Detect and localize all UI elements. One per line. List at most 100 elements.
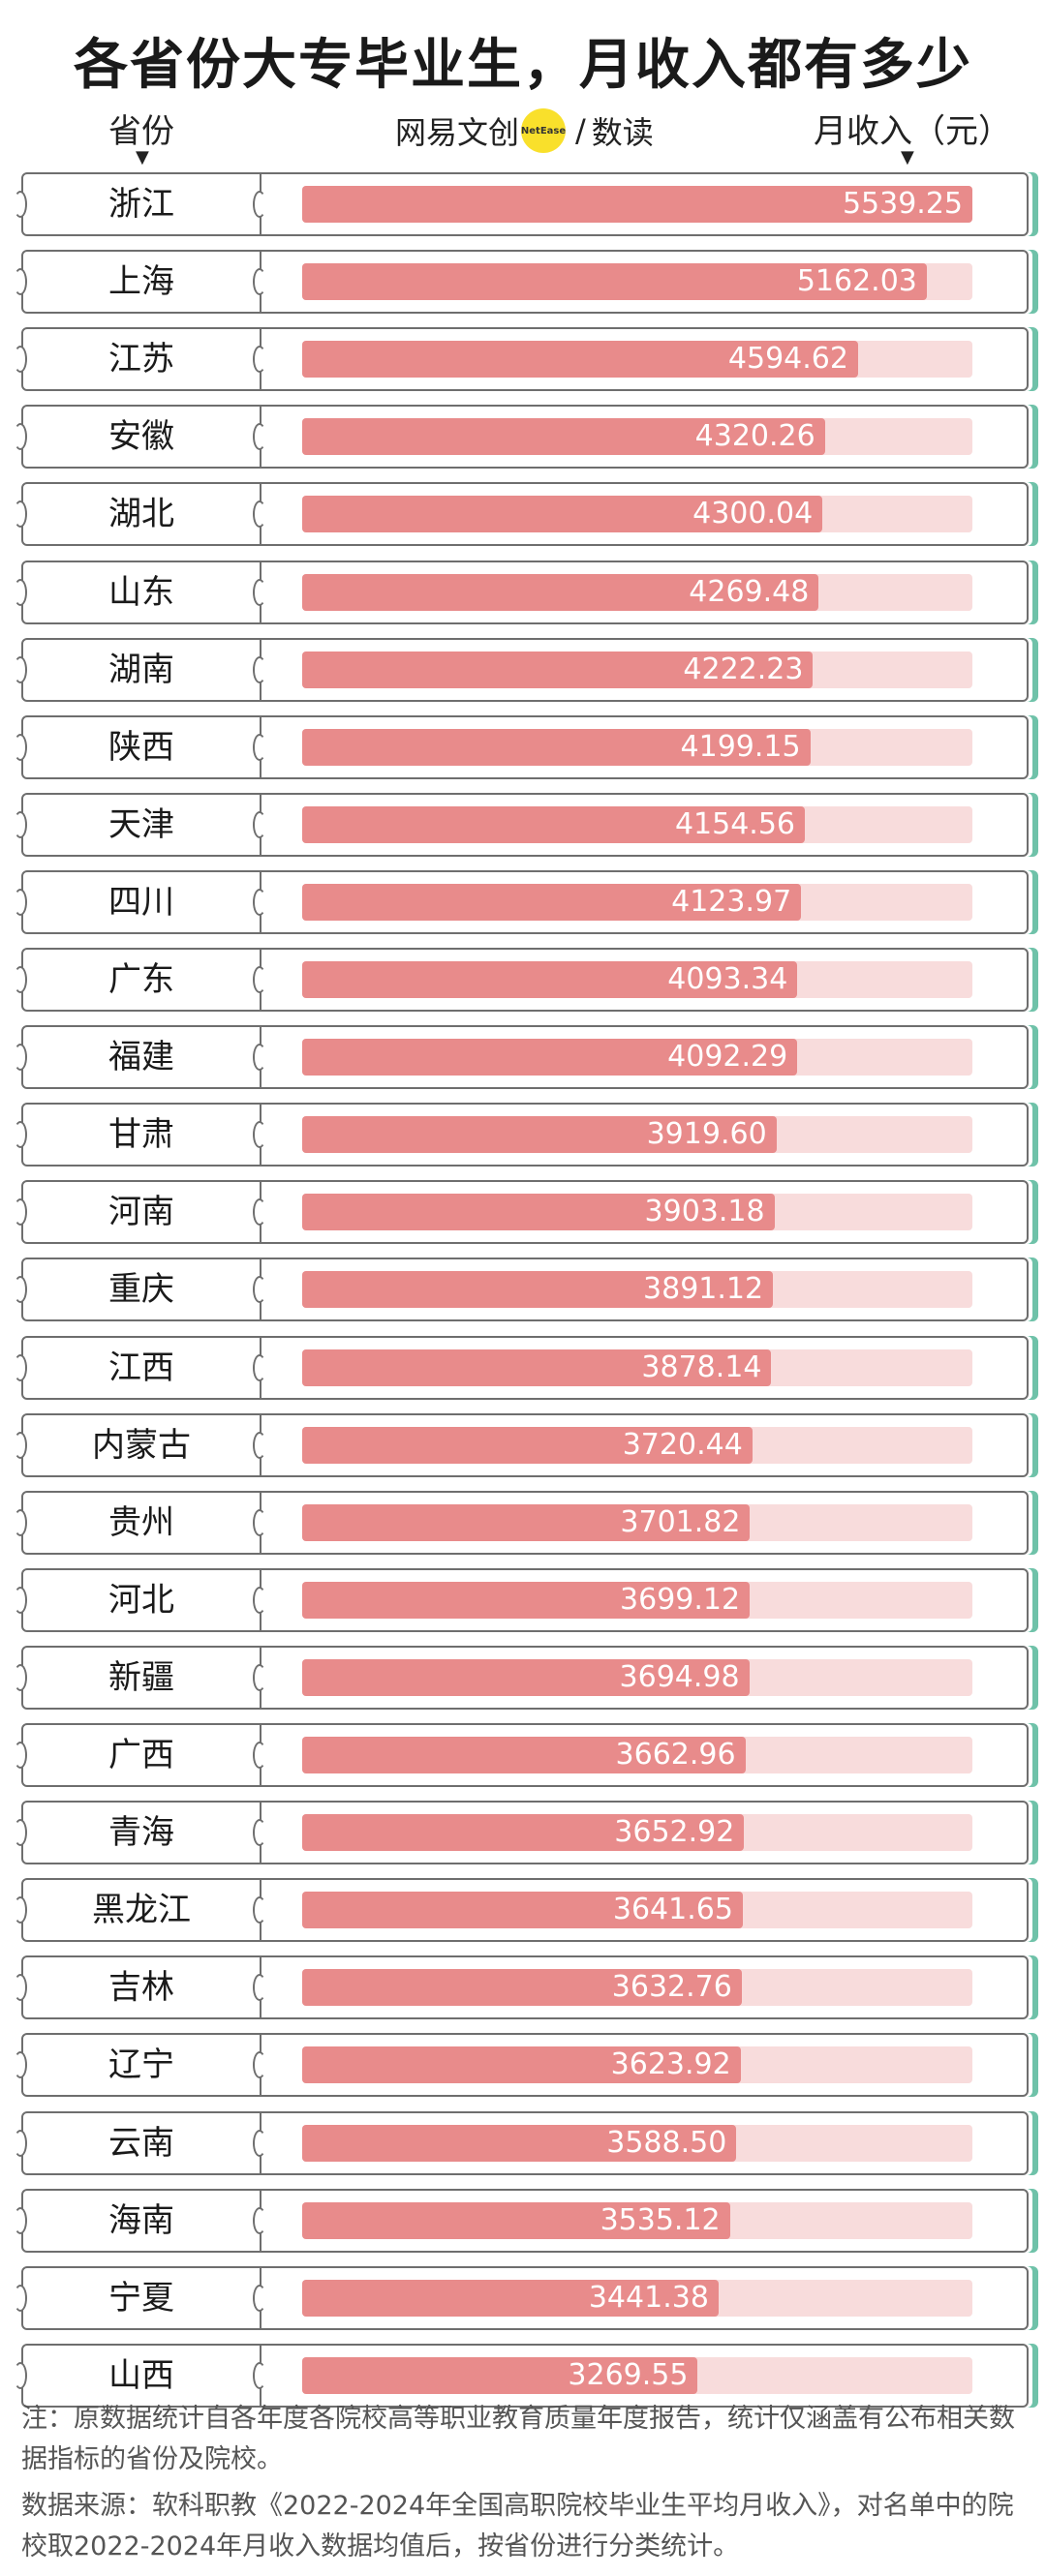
province-label: 青海: [108, 1813, 174, 1853]
ticket-notch-right: [253, 346, 266, 374]
value-label: 4222.23: [683, 652, 804, 686]
province-label: 贵州: [108, 1502, 174, 1542]
bar-row: 贵州 3701.82: [0, 1485, 1046, 1562]
province-label: 江苏: [108, 340, 174, 379]
ticket-notch-right: [253, 1276, 266, 1304]
ticket-notch-right: [253, 2129, 266, 2157]
value-label: 3694.98: [619, 1659, 740, 1694]
bar: [302, 263, 927, 301]
ticket-notch-right: [253, 1974, 266, 2002]
bar-row: 青海 3652.92: [0, 1795, 1046, 1872]
ticket-notch-right: [253, 1586, 266, 1614]
bar: [302, 1194, 775, 1231]
bar-row: 天津 4154.56: [0, 787, 1046, 864]
ticket-notch-left: [14, 1044, 27, 1072]
province-label: 内蒙古: [92, 1425, 191, 1465]
ticket-notch-left: [14, 966, 27, 993]
province-label: 河北: [108, 1580, 174, 1620]
bar: [302, 1039, 798, 1076]
ticket-notch-left: [14, 1663, 27, 1691]
ticket-notch-right: [253, 578, 266, 606]
bar-row: 湖南 4222.23: [0, 632, 1046, 710]
bar-row: 广西 3662.96: [0, 1717, 1046, 1795]
province-label: 宁夏: [108, 2278, 174, 2318]
bar: [302, 961, 798, 998]
ticket-notch-left: [14, 2051, 27, 2079]
province-label: 吉林: [108, 1968, 174, 2008]
value-label: 3891.12: [643, 1272, 764, 1307]
ticket-notch-right: [253, 423, 266, 451]
bar-row: 广东 4093.34: [0, 942, 1046, 1019]
bar-row: 吉林 3632.76: [0, 1950, 1046, 2027]
bar-row: 海南 3535.12: [0, 2183, 1046, 2260]
bar: [302, 1658, 750, 1696]
ticket-notch-left: [14, 2129, 27, 2157]
ticket-notch-left: [14, 888, 27, 916]
value-label: 4154.56: [674, 806, 795, 841]
chart-title: 各省份大专毕业生，月收入都有多少: [74, 34, 972, 97]
bar: [302, 1426, 753, 1464]
ticket-notch-right: [253, 191, 266, 218]
value-label: 4594.62: [727, 342, 848, 377]
province-label: 四川: [108, 882, 174, 922]
ticket-notch-left: [14, 2206, 27, 2234]
bar-row: 江西 3878.14: [0, 1330, 1046, 1408]
province-label: 辽宁: [108, 2046, 174, 2085]
bar-row: 云南 3588.50: [0, 2106, 1046, 2183]
ticket-notch-left: [14, 268, 27, 296]
ticket-notch-right: [253, 1896, 266, 1924]
bar-row: 重庆 3891.12: [0, 1252, 1046, 1329]
ticket-notch-left: [14, 1431, 27, 1459]
province-label: 云南: [108, 2123, 174, 2163]
ticket-notch-right: [253, 1121, 266, 1149]
bar-row: 山东 4269.48: [0, 555, 1046, 632]
value-label: 3699.12: [620, 1582, 741, 1617]
ticket-notch-left: [14, 1819, 27, 1847]
brand-logo: 网易文创 NetEase / 数读: [395, 106, 654, 155]
netease-dot-icon: NetEase: [521, 108, 566, 153]
bar-row: 河北 3699.12: [0, 1562, 1046, 1640]
value-label: 3919.60: [646, 1117, 767, 1152]
arrow-down-icon: ▼: [136, 147, 149, 167]
value-label: 4300.04: [692, 497, 814, 531]
ticket-notch-right: [253, 810, 266, 838]
ticket-notch-right: [253, 1508, 266, 1536]
bar: [302, 1737, 746, 1773]
bar-row: 新疆 3694.98: [0, 1640, 1046, 1717]
ticket-notch-left: [14, 1974, 27, 2002]
ticket-notch-right: [253, 1819, 266, 1847]
ticket-notch-left: [14, 1586, 27, 1614]
bar: [302, 2356, 698, 2394]
ticket-notch-left: [14, 655, 27, 683]
ticket-notch-left: [14, 1121, 27, 1149]
ticket-notch-right: [253, 500, 266, 529]
bar-row: 江苏 4594.62: [0, 321, 1046, 399]
bar-row: 宁夏 3441.38: [0, 2260, 1046, 2338]
bar-row: 河南 3903.18: [0, 1174, 1046, 1252]
brand-separator: /: [575, 112, 586, 149]
province-label: 广东: [108, 960, 174, 999]
bar-row: 甘肃 3919.60: [0, 1097, 1046, 1174]
ticket-notch-left: [14, 1353, 27, 1381]
ticket-notch-right: [253, 2206, 266, 2234]
bar-row: 安徽 4320.26: [0, 399, 1046, 476]
bar-row: 上海 5162.03: [0, 244, 1046, 321]
ticket-notch-left: [14, 191, 27, 218]
bar: [302, 1969, 742, 2007]
value-label: 5162.03: [796, 264, 917, 299]
province-label: 海南: [108, 2200, 174, 2240]
bar: [302, 2124, 737, 2162]
value-label: 3535.12: [600, 2202, 721, 2237]
bar-row: 陕西 4199.15: [0, 710, 1046, 787]
province-label: 黑龙江: [92, 1891, 191, 1930]
bar: [302, 573, 819, 611]
province-label: 新疆: [108, 1657, 174, 1697]
province-column-label: 省份: [108, 112, 174, 151]
value-label: 3701.82: [620, 1504, 741, 1539]
province-label: 上海: [108, 262, 174, 302]
province-label: 福建: [108, 1038, 174, 1077]
ticket-notch-right: [253, 1353, 266, 1381]
value-label: 4320.26: [694, 419, 815, 454]
ticket-notch-left: [14, 810, 27, 838]
bar-row: 黑龙江 3641.65: [0, 1872, 1046, 1950]
